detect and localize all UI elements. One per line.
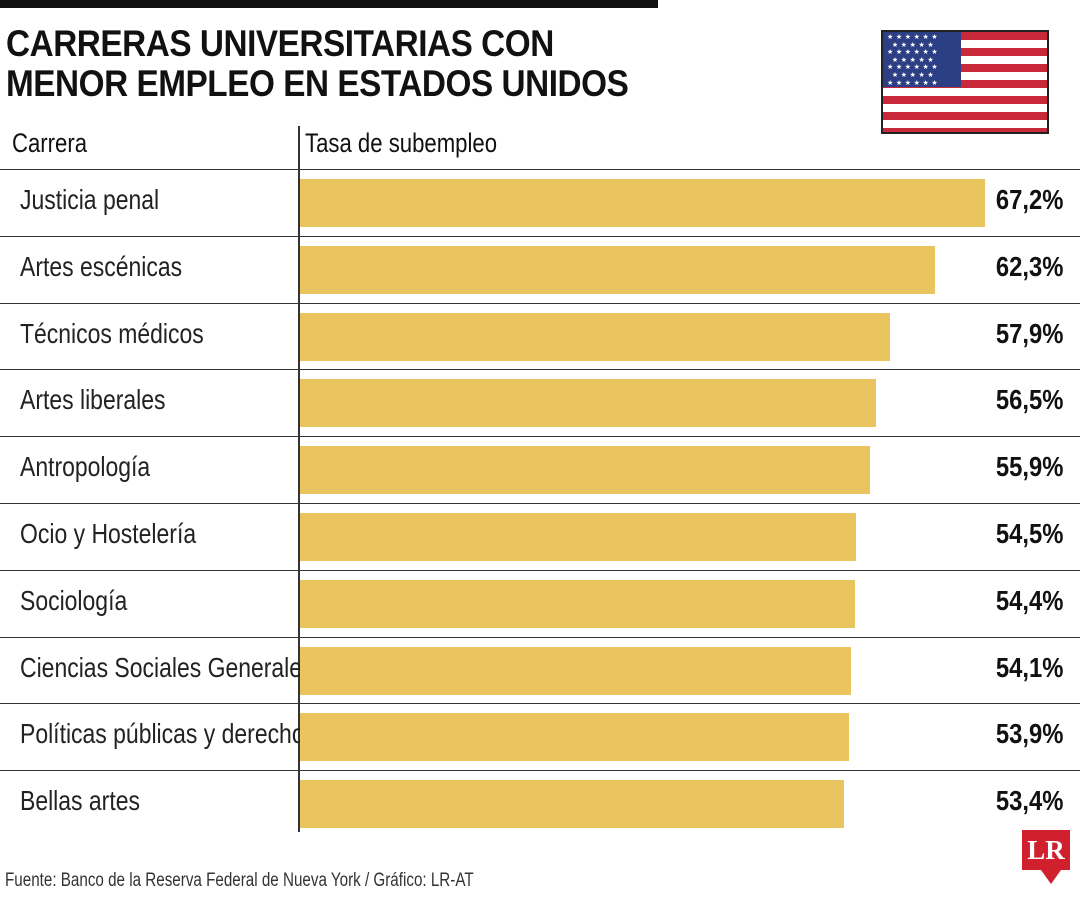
category-label: Artes liberales [20,384,166,416]
bar-row: Artes escénicas 62,3% [0,235,1080,303]
bar-row: Artes liberales 56,5% [0,369,1080,436]
chart-title-line-2: MENOR EMPLEO EN ESTADOS UNIDOS [6,63,629,104]
bar-row: Sociología 54,4% [0,569,1080,637]
bar-row: Antropología 55,9% [0,436,1080,503]
row-separator [0,569,1080,571]
value-label: 53,9% [995,718,1063,750]
row-separator [0,636,1080,638]
bar [300,579,855,628]
row-separator [0,703,1080,705]
category-label: Bellas artes [20,785,140,817]
row-separator [0,235,1080,237]
lr-logo-icon [1022,830,1070,870]
us-flag-icon: ★★★★★★ ★★★★★ ★★★★★★ ★★★★★ ★★★★★★ ★★★★★ ★★★★… [881,30,1049,134]
category-label: Técnicos médicos [20,317,204,349]
category-label: Artes escénicas [20,250,183,282]
bar [300,245,936,294]
category-label: Justicia penal [20,184,160,215]
bar [300,446,870,495]
value-label: 56,5% [995,384,1063,416]
source-note: Fuente: Banco de la Reserva Federal de N… [5,870,474,891]
bar-row: Bellas artes 53,4% [0,770,1080,837]
category-label: Sociología [20,584,128,616]
lr-logo-tail [1041,870,1061,884]
row-separator [0,503,1080,504]
bar-row: Técnicos médicos 57,9% [0,302,1080,370]
bar [300,646,852,695]
row-separator [0,302,1080,304]
category-label: Ciencias Sociales Generales [20,651,314,683]
value-label: 54,1% [995,651,1063,683]
value-label: 53,4% [995,785,1063,817]
bar [300,379,876,428]
value-label: 57,9% [995,317,1063,349]
category-column-header: Carrera [12,128,88,158]
category-label: Antropología [20,451,151,483]
chart-title-line-1: CARRERAS UNIVERSITARIAS CON [6,23,554,64]
chart-title: CARRERAS UNIVERSITARIAS CON MENOR EMPLEO… [6,24,726,104]
bar [300,513,856,561]
bar-row: Justicia penal 67,2% [0,169,1080,236]
column-divider [298,126,300,832]
row-separator [0,169,1080,170]
bar [300,780,845,829]
bar-row: Ciencias Sociales Generales 54,1% [0,636,1080,704]
value-label: 54,4% [995,584,1063,616]
bar-row: Políticas públicas y derecho 53,9% [0,703,1080,770]
row-separator [0,770,1080,772]
category-label: Ocio y Hostelería [20,518,197,549]
bar [300,312,891,361]
value-label: 67,2% [995,184,1063,215]
value-label: 55,9% [995,451,1063,483]
bar-row: Ocio y Hostelería 54,5% [0,503,1080,570]
value-column-header: Tasa de subempleo [305,128,498,158]
bar [300,713,850,762]
top-rule [0,0,658,8]
bar [300,179,985,227]
row-separator [0,369,1080,371]
value-label: 54,5% [995,518,1063,549]
value-label: 62,3% [995,250,1063,282]
row-separator [0,436,1080,438]
lr-logo-text: LR [1027,835,1065,865]
category-label: Políticas públicas y derecho [20,718,305,750]
